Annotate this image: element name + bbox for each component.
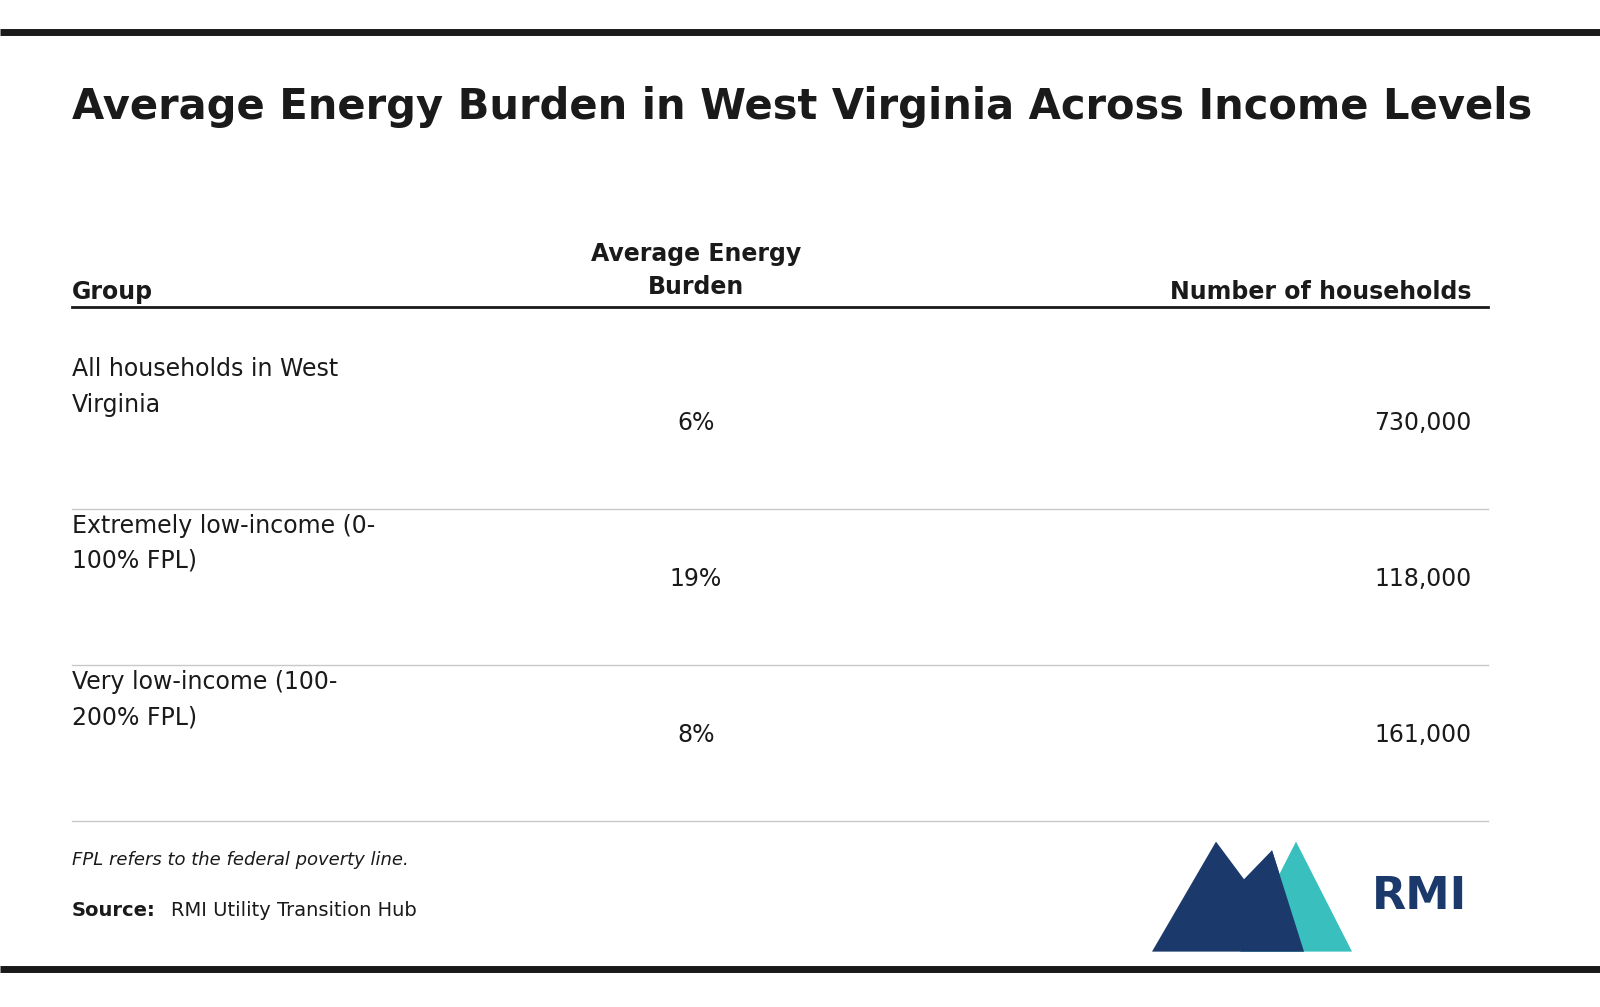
Text: Group: Group (72, 280, 154, 304)
Text: 6%: 6% (677, 411, 715, 435)
Text: 730,000: 730,000 (1374, 411, 1472, 435)
Text: RMI: RMI (1373, 875, 1467, 918)
Text: 19%: 19% (670, 567, 722, 591)
Text: 118,000: 118,000 (1374, 567, 1472, 591)
Text: FPL refers to the federal poverty line.: FPL refers to the federal poverty line. (72, 851, 408, 869)
Text: Average Energy Burden in West Virginia Across Income Levels: Average Energy Burden in West Virginia A… (72, 86, 1533, 128)
Polygon shape (1152, 842, 1304, 952)
Text: 8%: 8% (677, 723, 715, 747)
Polygon shape (1240, 842, 1352, 952)
Text: Number of households: Number of households (1171, 280, 1472, 304)
Text: RMI Utility Transition Hub: RMI Utility Transition Hub (171, 901, 418, 920)
Text: Very low-income (100-
200% FPL): Very low-income (100- 200% FPL) (72, 670, 338, 729)
Text: Average Energy
Burden: Average Energy Burden (590, 242, 802, 299)
Text: Extremely low-income (0-
100% FPL): Extremely low-income (0- 100% FPL) (72, 514, 376, 573)
Text: 161,000: 161,000 (1374, 723, 1472, 747)
Polygon shape (1240, 850, 1304, 952)
Text: All households in West
Virginia: All households in West Virginia (72, 357, 338, 417)
Text: Source:: Source: (72, 901, 155, 920)
